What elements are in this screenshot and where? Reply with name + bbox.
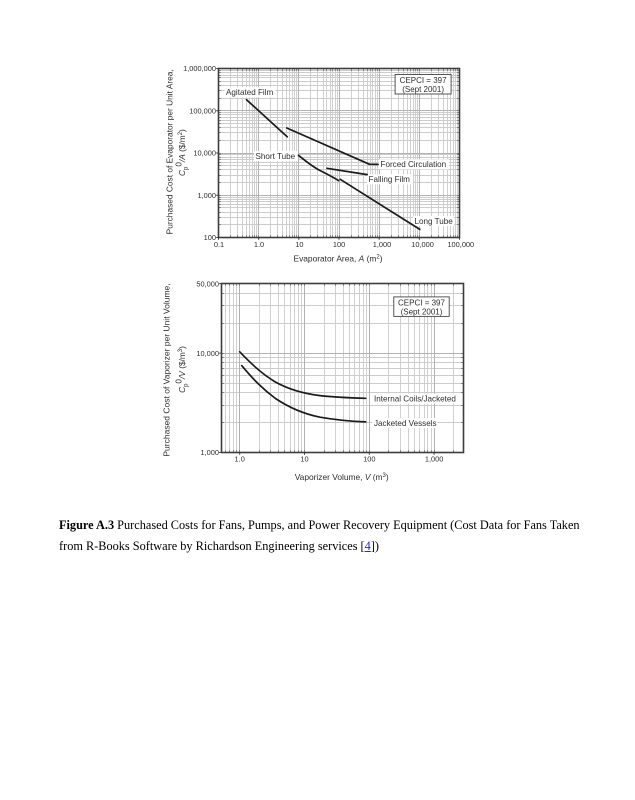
svg-text:10,000: 10,000: [193, 149, 216, 158]
svg-text:Cp0/A ($/m2): Cp0/A ($/m2): [174, 129, 190, 176]
svg-text:Falling Film: Falling Film: [369, 175, 411, 184]
svg-text:(Sept 2001): (Sept 2001): [402, 85, 444, 94]
svg-text:1,000: 1,000: [425, 454, 444, 463]
svg-text:1,000: 1,000: [201, 448, 220, 457]
svg-text:10: 10: [295, 240, 303, 249]
svg-text:1,000,000: 1,000,000: [183, 64, 216, 73]
svg-text:100,000: 100,000: [447, 240, 474, 249]
svg-text:CEPCI = 397: CEPCI = 397: [400, 76, 447, 85]
svg-text:100: 100: [333, 240, 345, 249]
svg-text:0.1: 0.1: [214, 240, 224, 249]
svg-text:Internal Coils/Jacketed: Internal Coils/Jacketed: [374, 395, 456, 404]
svg-text:Short Tube: Short Tube: [256, 152, 296, 161]
svg-text:CEPCI = 397: CEPCI = 397: [398, 298, 445, 307]
svg-text:Jacketed Vessels: Jacketed Vessels: [374, 419, 437, 428]
svg-text:10: 10: [300, 454, 308, 463]
svg-text:Long Tube: Long Tube: [415, 217, 454, 226]
svg-text:10,000: 10,000: [196, 349, 219, 358]
svg-text:100,000: 100,000: [189, 106, 216, 115]
svg-text:Purchased Cost of Vaporizer pe: Purchased Cost of Vaporizer per Unit Vol…: [162, 283, 172, 456]
svg-text:Purchased Cost of Evaporator p: Purchased Cost of Evaporator per Unit Ar…: [165, 69, 175, 234]
svg-text:Agitated Film: Agitated Film: [226, 88, 273, 97]
svg-text:(Sept 2001): (Sept 2001): [401, 307, 443, 316]
svg-text:1,000: 1,000: [373, 240, 392, 249]
svg-text:50,000: 50,000: [196, 279, 219, 288]
svg-text:1.0: 1.0: [235, 454, 245, 463]
svg-text:Vaporizer Volume, V (m3): Vaporizer Volume, V (m3): [295, 472, 389, 482]
svg-text:Cp0/V ($/m3): Cp0/V ($/m3): [174, 346, 190, 393]
svg-text:100: 100: [204, 233, 216, 242]
svg-text:100: 100: [363, 454, 375, 463]
svg-text:1.0: 1.0: [254, 240, 264, 249]
svg-text:1,000: 1,000: [198, 191, 217, 200]
svg-text:10,000: 10,000: [411, 240, 434, 249]
svg-text:Evaporator Area, A (m2): Evaporator Area, A (m2): [293, 254, 382, 264]
svg-text:Forced Circulation: Forced Circulation: [381, 160, 447, 169]
